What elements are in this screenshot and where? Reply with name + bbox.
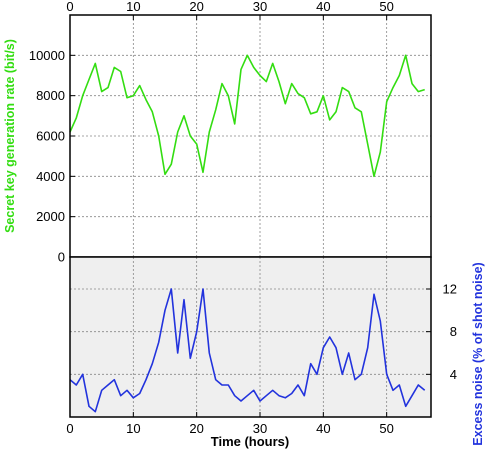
top-panel-y-ticks: 0 2000 4000 6000 8000 10000 bbox=[29, 48, 75, 265]
x-tick-label: 0 bbox=[66, 421, 73, 436]
bottom-panel-y-ticks-right: 4 8 12 bbox=[426, 282, 457, 382]
x-tick-label: 50 bbox=[379, 0, 393, 14]
x-tick-label: 50 bbox=[379, 421, 393, 436]
bottom-panel-frame bbox=[69, 256, 432, 418]
y-tick-label: 2000 bbox=[36, 209, 65, 224]
bottom-panel-x-ticks: 0 10 20 30 40 50 bbox=[66, 412, 394, 436]
y-tick-label: 10000 bbox=[29, 48, 65, 63]
x-tick-label: 10 bbox=[126, 0, 140, 14]
y-tick-label: 8 bbox=[450, 324, 457, 339]
x-tick-label: 0 bbox=[66, 0, 73, 14]
y-tick-label: 12 bbox=[443, 282, 457, 297]
bottom-panel: 4 8 12 0 10 20 30 40 50 Time (hours) Excess noi… bbox=[66, 256, 485, 449]
top-panel: 0 2000 4000 6000 8000 10000 0 10 20 30 40 50 Secre… bbox=[3, 0, 432, 265]
top-panel-grid bbox=[70, 15, 431, 257]
series-line bbox=[69, 288, 426, 413]
y-tick-label: 6000 bbox=[36, 129, 65, 144]
top-panel-y-axis-label: Secret key generation rate (bit/s) bbox=[3, 39, 17, 233]
x-tick-label: 20 bbox=[189, 0, 203, 14]
bottom-panel-background bbox=[70, 257, 431, 417]
top-panel-x-ticks-top: 0 10 20 30 40 50 bbox=[66, 0, 394, 20]
x-tick-label: 20 bbox=[189, 421, 203, 436]
x-tick-label: 40 bbox=[316, 421, 330, 436]
x-tick-label: 10 bbox=[126, 421, 140, 436]
bottom-panel-x-axis-label: Time (hours) bbox=[211, 434, 290, 449]
y-tick-label: 4000 bbox=[36, 169, 65, 184]
y-tick-label: 4 bbox=[450, 367, 457, 382]
series-line bbox=[69, 54, 425, 178]
x-tick-label: 40 bbox=[316, 0, 330, 14]
x-tick-label: 30 bbox=[253, 421, 267, 436]
y-tick-label: 8000 bbox=[36, 88, 65, 103]
top-panel-series bbox=[69, 54, 425, 178]
bottom-panel-y-axis-label: Excess noise (% of shot noise) bbox=[471, 262, 485, 445]
bottom-panel-grid bbox=[70, 257, 431, 417]
y-tick-label: 0 bbox=[58, 250, 65, 265]
x-tick-label: 30 bbox=[253, 0, 267, 14]
bottom-panel-series bbox=[69, 288, 426, 413]
